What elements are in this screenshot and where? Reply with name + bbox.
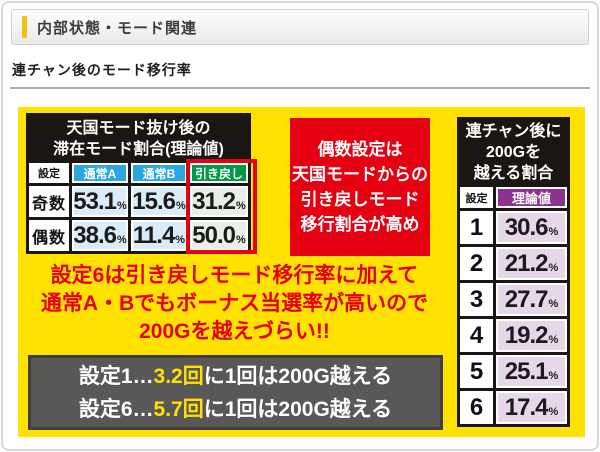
summary-line-setting6: 設定6…5.7回に1回は200G越える <box>79 393 392 426</box>
left-header-setting: 設定 <box>29 163 69 183</box>
mode-transition-panel: 天国モード抜け後の 滞在モード割合(理論値) 設定 通常A 通常B 引き戻し 奇… <box>18 107 585 437</box>
percent-sign: % <box>548 406 559 418</box>
even-normal-b-value: 11.4 <box>132 221 175 249</box>
subheading: 連チャン後のモード移行率 <box>12 62 192 78</box>
percent-sign: % <box>548 298 559 310</box>
right-table-title-line1: 連チャン後に <box>465 123 562 140</box>
summary1-suffix: に1回は200G越える <box>203 364 393 388</box>
right-table-title: 連チャン後に 200Gを 越える割合 <box>460 120 567 184</box>
summary-box: 設定1…3.2回に1回は200G越える 設定6…5.7回に1回は200G越える <box>28 355 443 430</box>
setting-5-value: 25.1 <box>504 357 549 385</box>
left-table-grid: 設定 通常A 通常B 引き戻し 奇数 53.1% 15.6% 31.2% 偶数 … <box>29 163 248 251</box>
setting-5: 5 <box>460 355 493 388</box>
percent-sign: % <box>548 370 559 382</box>
row-label-odd: 奇数 <box>29 186 69 217</box>
over-200g-table: 連チャン後に 200Gを 越える割合 設定 理論値 1 30.6% 2 21.2… <box>457 117 570 427</box>
right-table-title-line2: 200Gを <box>485 144 542 161</box>
hikimodoshi-highlight-frame <box>186 159 257 254</box>
right-header-setting: 設定 <box>460 187 493 208</box>
odd-normal-b-value: 15.6 <box>132 187 176 215</box>
left-header-normal-a: 通常A <box>72 163 128 183</box>
percent-sign: % <box>235 234 246 246</box>
right-header-theoretical: 理論値 <box>496 187 567 208</box>
setting-3: 3 <box>460 283 493 316</box>
percent-sign: % <box>116 200 127 212</box>
percent-sign: % <box>548 262 559 274</box>
setting-3-value-cell: 27.7% <box>496 283 567 316</box>
even-hikimodoshi-cell: 50.0% <box>190 220 248 251</box>
summary6-prefix: 設定6… <box>78 397 154 421</box>
divider <box>10 87 590 89</box>
even-setting-callout: 偶数設定は 天国モードからの 引き戻しモード 移行割合が高め <box>290 118 430 256</box>
setting-4-value-cell: 19.2% <box>496 319 567 352</box>
setting-3-value: 27.7 <box>504 285 549 313</box>
percent-sign: % <box>175 200 186 212</box>
row-label-even: 偶数 <box>29 220 69 251</box>
setting-1: 1 <box>460 211 493 244</box>
section-header: 内部状態・モード関連 <box>11 9 589 45</box>
setting-2-value: 21.2 <box>504 249 549 277</box>
warning-line1: 設定6は引き戻しモード移行率に加えて <box>50 264 419 287</box>
left-table-title: 天国モード抜け後の 滞在モード割合(理論値) <box>29 116 248 160</box>
left-header-hikimodoshi: 引き戻し <box>190 163 248 183</box>
even-normal-a-value: 38.6 <box>73 221 117 249</box>
summary1-prefix: 設定1… <box>78 364 154 388</box>
callout-line2: 天国モードからの <box>292 165 428 184</box>
callout-line4: 移行割合が高め <box>300 215 420 234</box>
warning-line2: 通常A・Bでもボーナス当選率が高いので <box>40 292 429 315</box>
setting-6: 6 <box>460 391 493 424</box>
setting-6-value: 17.4 <box>504 393 549 421</box>
left-header-normal-b: 通常B <box>131 163 187 183</box>
odd-hikimodoshi-value: 31.2 <box>192 187 236 215</box>
setting-6-value-cell: 17.4% <box>496 391 567 424</box>
even-normal-a-cell: 38.6% <box>72 220 128 251</box>
setting6-warning: 設定6は引き戻しモード移行率に加えて 通常A・Bでもボーナス当選率が高いので 2… <box>18 262 451 346</box>
percent-sign: % <box>548 334 559 346</box>
setting-4-value: 19.2 <box>504 321 549 349</box>
even-normal-b-cell: 11.4% <box>131 220 187 251</box>
percent-sign: % <box>175 234 186 246</box>
odd-normal-a-value: 53.1 <box>73 187 117 215</box>
callout-line1: 偶数設定は <box>317 140 403 159</box>
right-table-title-line3: 越える割合 <box>473 165 554 182</box>
warning-line3: 200Gを越えづらい!! <box>139 320 330 343</box>
odd-normal-b-cell: 15.6% <box>131 186 187 217</box>
even-hikimodoshi-value: 50.0 <box>192 221 236 249</box>
setting-5-value-cell: 25.1% <box>496 355 567 388</box>
setting-1-value: 30.6 <box>504 213 549 241</box>
section-title: 内部状態・モード関連 <box>37 19 198 37</box>
summary6-highlight: 5.7回 <box>153 397 204 421</box>
setting-4: 4 <box>460 319 493 352</box>
percent-sign: % <box>235 200 246 212</box>
right-table-grid: 設定 理論値 1 30.6% 2 21.2% 3 27.7% 4 19.2% <box>460 187 567 424</box>
summary1-highlight: 3.2回 <box>153 364 204 388</box>
setting-2: 2 <box>460 247 493 280</box>
percent-sign: % <box>116 234 127 246</box>
heaven-exit-mode-table: 天国モード抜け後の 滞在モード割合(理論値) 設定 通常A 通常B 引き戻し 奇… <box>26 113 257 254</box>
left-table-title-line2: 滞在モード割合(理論値) <box>53 141 224 158</box>
left-table-title-line1: 天国モード抜け後の <box>66 120 211 137</box>
setting-2-value-cell: 21.2% <box>496 247 567 280</box>
summary-line-setting1: 設定1…3.2回に1回は200G越える <box>79 360 392 393</box>
setting-1-value-cell: 30.6% <box>496 211 567 244</box>
summary6-suffix: に1回は200G越える <box>203 397 393 421</box>
callout-line3: 引き戻しモード <box>300 190 420 209</box>
odd-normal-a-cell: 53.1% <box>72 186 128 217</box>
accent-bar <box>22 16 27 38</box>
percent-sign: % <box>548 226 559 238</box>
odd-hikimodoshi-cell: 31.2% <box>190 186 248 217</box>
